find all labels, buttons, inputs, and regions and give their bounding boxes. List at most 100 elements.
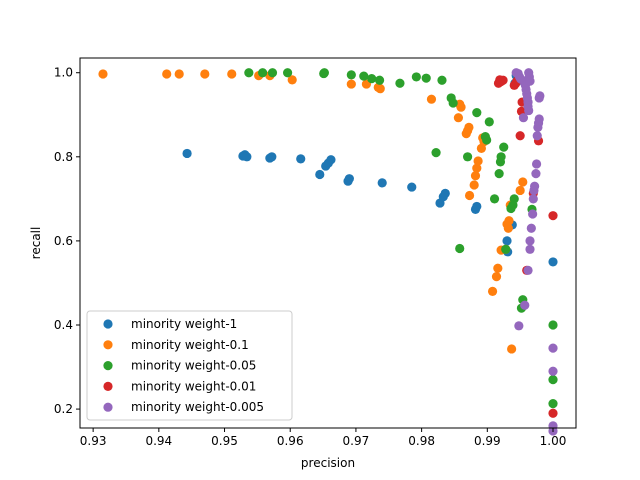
- data-point: [482, 135, 492, 145]
- data-point: [283, 68, 293, 78]
- data-point: [472, 201, 482, 212]
- data-point: [242, 152, 252, 162]
- data-point: [407, 182, 417, 192]
- data-point: [344, 174, 354, 184]
- x-axis-ticks: 0.93 0.94 0.95 0.96 0.97 0.98 0.99 1.00: [80, 428, 567, 448]
- legend-marker: [103, 361, 113, 371]
- x-tick-label: 0.99: [474, 434, 501, 448]
- data-point: [377, 178, 387, 188]
- x-tick-label: 0.97: [343, 434, 370, 448]
- x-tick-label: 0.98: [408, 434, 435, 448]
- data-point: [548, 320, 558, 330]
- data-point: [501, 244, 511, 254]
- data-point: [453, 113, 464, 123]
- data-point: [200, 69, 210, 79]
- legend-label: minority weight-0.01: [131, 379, 256, 393]
- legend-entry: minority weight-0.005: [103, 400, 264, 414]
- data-point: [469, 180, 479, 190]
- data-point: [548, 399, 558, 409]
- data-point: [491, 272, 502, 282]
- data-point: [346, 70, 356, 80]
- data-point: [426, 94, 437, 104]
- y-tick-label: 0.8: [54, 150, 73, 164]
- data-point: [174, 69, 184, 79]
- legend-label: minority weight-0.05: [131, 359, 256, 373]
- legend-label: minority weight-0.1: [131, 338, 249, 352]
- data-point: [395, 78, 405, 88]
- data-point: [498, 75, 508, 85]
- data-point: [514, 321, 524, 331]
- data-point: [440, 188, 450, 198]
- x-tick-label: 0.94: [145, 434, 172, 448]
- data-point: [532, 131, 542, 141]
- data-point: [548, 257, 558, 267]
- data-point: [258, 68, 268, 78]
- data-point: [503, 223, 513, 233]
- data-point: [496, 152, 506, 162]
- data-point: [525, 236, 535, 246]
- data-point: [531, 159, 542, 169]
- legend-box: [86, 310, 293, 421]
- data-point: [472, 108, 482, 118]
- legend-label: minority weight-0.005: [131, 400, 264, 414]
- data-point: [535, 91, 545, 101]
- legend-entry: minority weight-0.05: [103, 359, 256, 373]
- data-point: [524, 105, 534, 116]
- data-point: [470, 171, 481, 181]
- data-point: [346, 79, 356, 89]
- data-point: [528, 209, 538, 219]
- series-5: [511, 68, 558, 436]
- data-point: [502, 236, 512, 246]
- x-tick-label: 0.96: [277, 434, 304, 448]
- legend-marker: [103, 319, 113, 329]
- x-tick-label: 0.93: [80, 434, 107, 448]
- data-point: [525, 76, 535, 86]
- data-point: [548, 375, 558, 385]
- data-point: [98, 69, 108, 79]
- data-point: [518, 177, 528, 187]
- data-point: [296, 154, 306, 164]
- data-point: [548, 408, 558, 418]
- legend-entry: minority weight-0.1: [103, 338, 249, 352]
- y-tick-label: 0.4: [54, 318, 73, 332]
- data-point: [528, 194, 538, 204]
- data-point: [315, 169, 325, 180]
- y-tick-label: 0.6: [54, 234, 73, 248]
- data-point: [319, 68, 329, 78]
- data-point: [507, 344, 517, 354]
- data-point: [515, 131, 525, 141]
- data-point: [287, 75, 297, 85]
- data-point: [534, 114, 544, 124]
- data-point: [367, 74, 377, 84]
- data-point: [455, 243, 465, 254]
- data-point: [530, 181, 540, 191]
- data-point: [411, 72, 421, 82]
- x-tick-label: 1.00: [540, 434, 567, 448]
- data-point: [464, 122, 474, 132]
- data-point: [520, 300, 530, 310]
- data-point: [473, 156, 483, 166]
- data-point: [359, 71, 369, 81]
- data-point: [509, 194, 519, 204]
- data-point: [464, 190, 475, 201]
- series-2: [98, 69, 528, 354]
- plot-frame: [79, 57, 577, 429]
- y-tick-label: 0.2: [54, 402, 73, 416]
- legend-entry: minority weight-0.01: [103, 379, 256, 393]
- data-point: [548, 366, 558, 376]
- data-point: [437, 75, 447, 85]
- legend-marker: [103, 402, 113, 412]
- data-point: [515, 185, 525, 196]
- data-point: [499, 142, 509, 152]
- points-layer: [98, 68, 558, 436]
- data-point: [472, 163, 482, 173]
- x-tick-label: 0.95: [211, 434, 238, 448]
- data-point: [244, 68, 254, 78]
- data-point: [374, 75, 385, 85]
- legend-entry: minority weight-1: [103, 317, 237, 331]
- data-point: [523, 265, 533, 275]
- data-point: [518, 113, 529, 123]
- data-point: [489, 194, 500, 204]
- data-point: [493, 263, 503, 273]
